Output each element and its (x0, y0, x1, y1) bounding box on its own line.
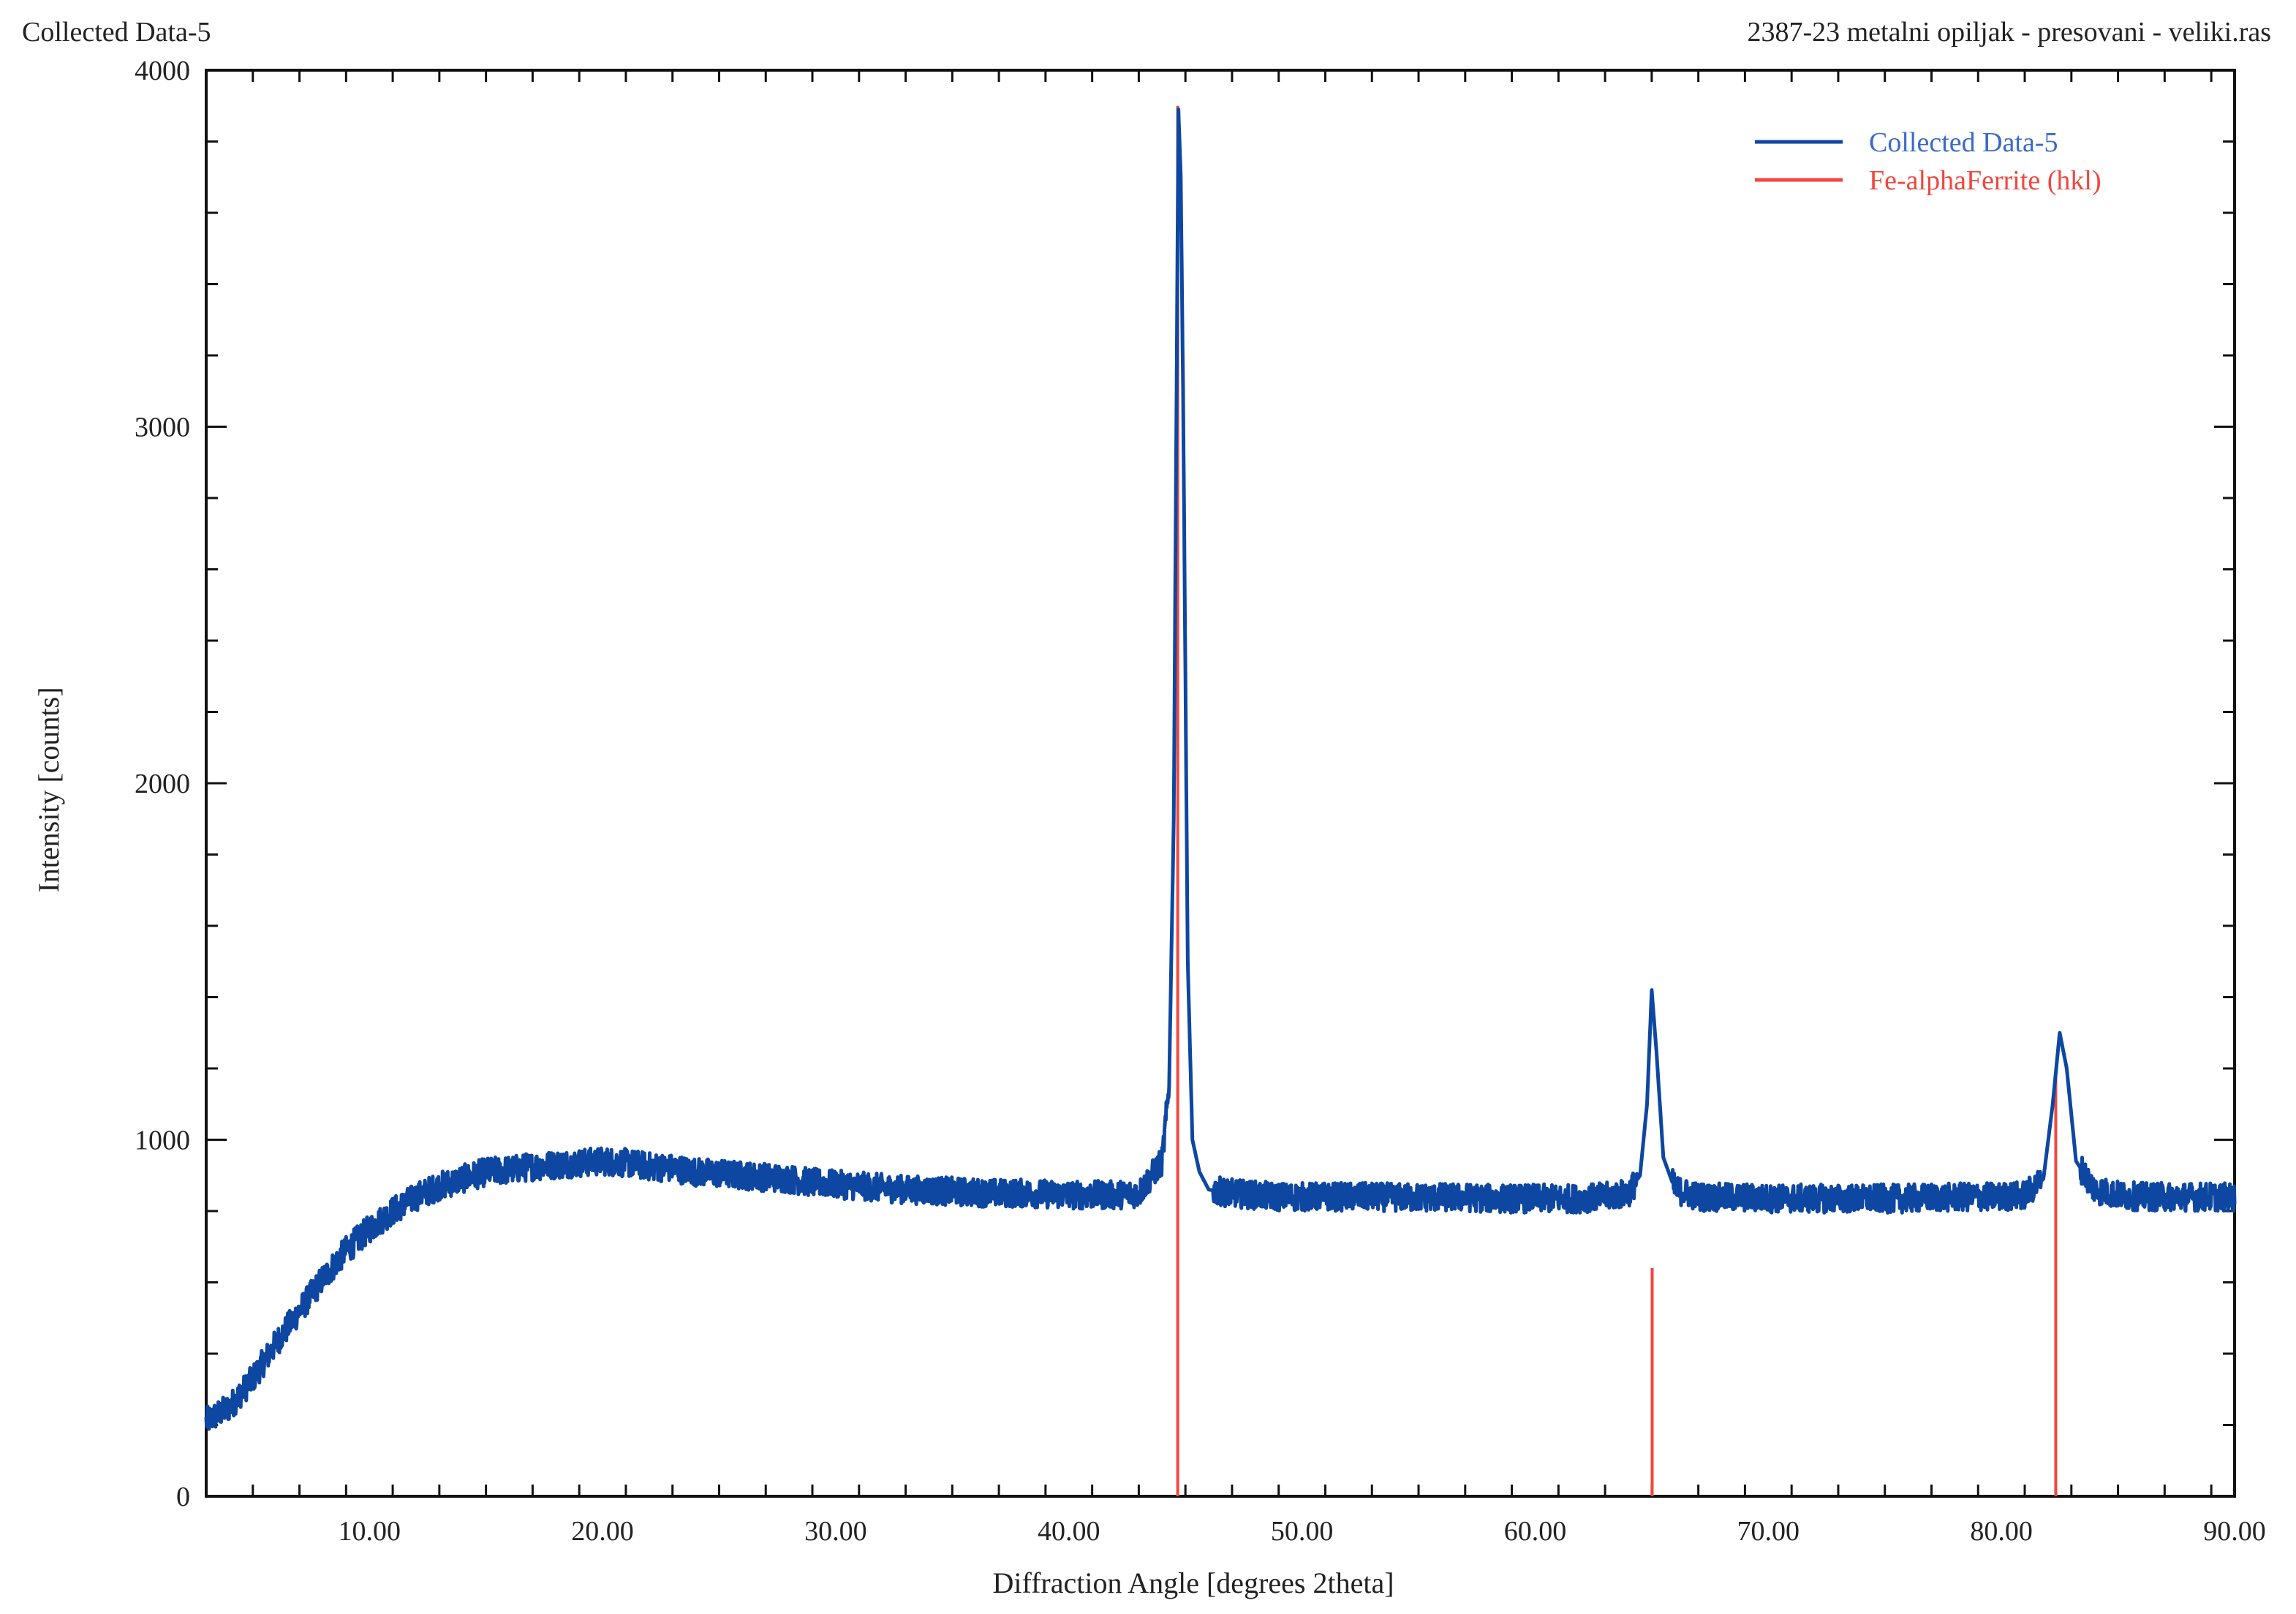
legend-label-collected: Collected Data-5 (1869, 127, 2058, 158)
x-tick-label: 90.00 (2203, 1516, 2266, 1547)
reference-sticks (1176, 105, 2058, 1496)
x-axis-label: Diffraction Angle [degrees 2theta] (992, 1566, 1394, 1599)
y-tick-label: 1000 (135, 1125, 190, 1156)
y-tick-label: 4000 (135, 56, 190, 86)
x-tick-label: 20.00 (571, 1516, 634, 1547)
legend-label-reference: Fe-alphaFerrite (hkl) (1869, 165, 2101, 196)
series-line-collected-data (204, 108, 2237, 1431)
y-tick-labels: 0 1000 2000 3000 4000 (135, 56, 190, 1512)
x-tick-label: 60.00 (1504, 1516, 1567, 1547)
axis-ticks (205, 69, 2235, 1498)
x-tick-label: 40.00 (1038, 1516, 1100, 1547)
x-tick-labels: 10.00 20.00 30.00 40.00 50.00 60.00 70.00 80.00… (338, 1516, 2265, 1547)
legend: Collected Data-5 Fe-alphaFerrite (hkl) (1755, 127, 2101, 196)
plot-frame (205, 69, 2236, 1498)
x-tick-label: 80.00 (1970, 1516, 2033, 1547)
y-tick-label: 0 (176, 1482, 190, 1512)
header-left-title: Collected Data-5 (22, 17, 211, 48)
x-tick-label: 50.00 (1271, 1516, 1334, 1547)
y-axis-label: Intensity [counts] (32, 687, 65, 892)
header-right-filename: 2387-23 metalni opiljak - presovani - ve… (1747, 17, 2271, 48)
x-tick-label: 10.00 (338, 1516, 401, 1547)
y-tick-label: 2000 (135, 769, 190, 799)
y-tick-label: 3000 (135, 412, 190, 443)
x-tick-label: 30.00 (804, 1516, 867, 1547)
x-tick-label: 70.00 (1737, 1516, 1800, 1547)
